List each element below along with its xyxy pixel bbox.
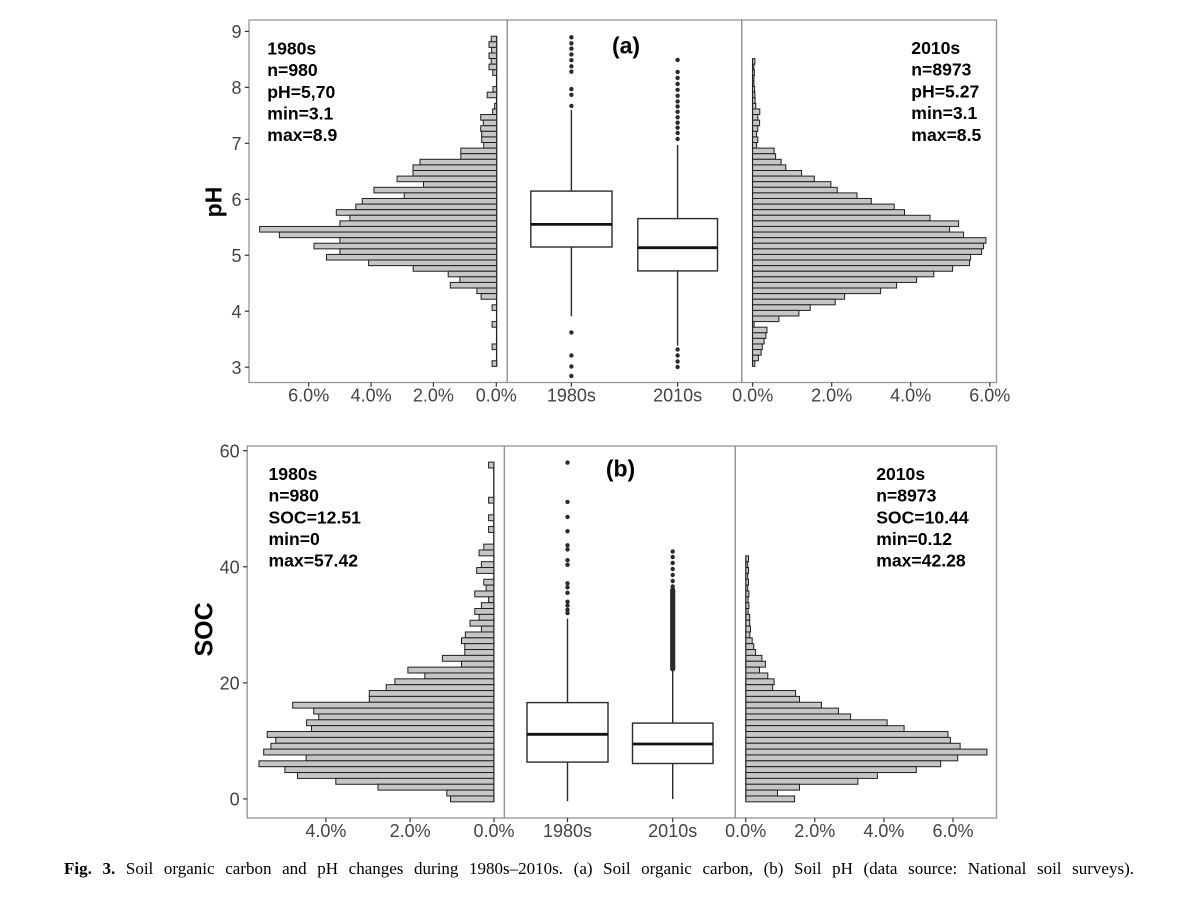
svg-text:6.0%: 6.0% bbox=[288, 386, 329, 406]
svg-text:2.0%: 2.0% bbox=[794, 821, 835, 841]
svg-text:1980s: 1980s bbox=[543, 821, 592, 841]
svg-text:pH=5,70: pH=5,70 bbox=[267, 82, 335, 102]
svg-text:8: 8 bbox=[231, 78, 241, 98]
svg-text:4: 4 bbox=[231, 302, 241, 322]
svg-text:min=3.1: min=3.1 bbox=[911, 103, 977, 123]
svg-text:1980s: 1980s bbox=[547, 386, 596, 406]
svg-text:40: 40 bbox=[220, 557, 240, 577]
svg-text:n=8973: n=8973 bbox=[876, 486, 936, 506]
svg-text:max=8.9: max=8.9 bbox=[267, 125, 337, 145]
svg-text:max=57.42: max=57.42 bbox=[269, 551, 359, 571]
svg-text:60: 60 bbox=[220, 441, 240, 461]
svg-text:max=42.28: max=42.28 bbox=[876, 551, 966, 571]
svg-text:20: 20 bbox=[220, 673, 240, 693]
svg-text:4.0%: 4.0% bbox=[890, 386, 931, 406]
svg-text:SOC=10.44: SOC=10.44 bbox=[876, 507, 969, 527]
svg-text:2.0%: 2.0% bbox=[390, 821, 431, 841]
svg-text:6: 6 bbox=[231, 190, 241, 210]
svg-text:5: 5 bbox=[231, 246, 241, 266]
svg-text:2010s: 2010s bbox=[648, 821, 697, 841]
svg-text:2.0%: 2.0% bbox=[413, 386, 454, 406]
svg-text:2010s: 2010s bbox=[911, 38, 960, 58]
svg-text:4.0%: 4.0% bbox=[351, 386, 392, 406]
svg-text:9: 9 bbox=[231, 22, 241, 42]
svg-text:pH: pH bbox=[200, 187, 226, 218]
svg-text:max=8.5: max=8.5 bbox=[911, 125, 981, 145]
svg-text:1980s: 1980s bbox=[269, 464, 318, 484]
svg-text:2010s: 2010s bbox=[876, 464, 925, 484]
svg-text:0.0%: 0.0% bbox=[732, 386, 773, 406]
svg-text:0.0%: 0.0% bbox=[473, 821, 514, 841]
svg-text:min=0.12: min=0.12 bbox=[876, 529, 952, 549]
svg-text:(a): (a) bbox=[612, 33, 640, 59]
svg-text:1980s: 1980s bbox=[267, 38, 316, 58]
svg-text:SOC=12.51: SOC=12.51 bbox=[269, 507, 362, 527]
svg-text:n=8973: n=8973 bbox=[911, 60, 971, 80]
svg-text:pH=5.27: pH=5.27 bbox=[911, 81, 979, 101]
svg-text:3: 3 bbox=[231, 358, 241, 378]
svg-text:0.0%: 0.0% bbox=[476, 386, 517, 406]
svg-text:2.0%: 2.0% bbox=[811, 386, 852, 406]
svg-text:min=0: min=0 bbox=[269, 529, 321, 549]
svg-text:0.0%: 0.0% bbox=[725, 821, 766, 841]
svg-text:6.0%: 6.0% bbox=[969, 386, 1010, 406]
svg-text:n=980: n=980 bbox=[267, 60, 318, 80]
svg-text:4.0%: 4.0% bbox=[863, 821, 904, 841]
svg-text:0: 0 bbox=[230, 790, 240, 810]
svg-text:min=3.1: min=3.1 bbox=[267, 104, 333, 124]
svg-text:SOC: SOC bbox=[191, 602, 219, 656]
svg-text:7: 7 bbox=[231, 134, 241, 154]
svg-text:6.0%: 6.0% bbox=[932, 821, 973, 841]
svg-text:n=980: n=980 bbox=[269, 486, 320, 506]
svg-text:2010s: 2010s bbox=[653, 386, 702, 406]
svg-text:(b): (b) bbox=[606, 456, 635, 482]
svg-text:4.0%: 4.0% bbox=[305, 821, 346, 841]
